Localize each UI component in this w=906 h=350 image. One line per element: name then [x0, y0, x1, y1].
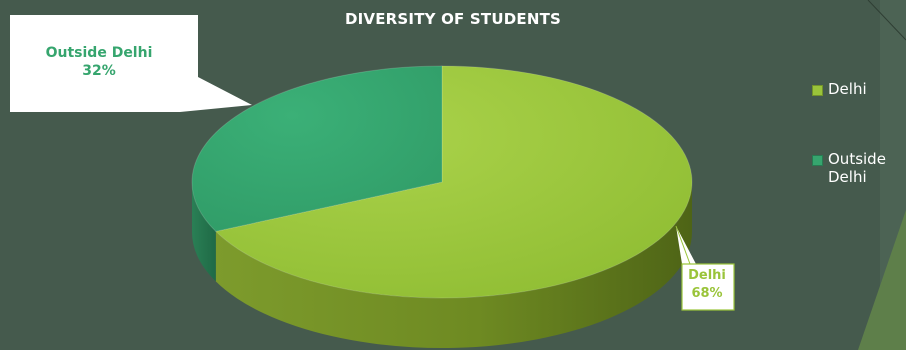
callout-delhi-border	[681, 263, 735, 311]
data-label-outside-delhi: Outside Delhi 32%	[10, 44, 188, 80]
data-label-outside-delhi-value: 32%	[82, 63, 116, 79]
background-accent	[858, 210, 906, 350]
legend-swatch-outside-delhi	[812, 155, 823, 166]
chart-title: DIVERSITY OF STUDENTS	[344, 10, 562, 28]
data-label-delhi-leader	[675, 225, 691, 265]
pie-slice-side-delhi	[215, 182, 692, 349]
callout-delhi-box	[676, 226, 734, 310]
legend-label-outside-delhi: Outside Delhi	[828, 150, 886, 186]
background-accent-line	[867, 0, 906, 41]
pie-slice-outside-delhi[interactable]	[191, 65, 443, 232]
pie-slice-side-outside-delhi	[192, 182, 216, 282]
data-label-delhi-value: 68%	[691, 286, 723, 301]
data-label-delhi: Delhi 68%	[682, 267, 732, 303]
legend-item-delhi[interactable]: Delhi	[812, 80, 867, 98]
data-label-outside-delhi-name: Outside Delhi	[45, 45, 153, 61]
data-label-delhi-name: Delhi	[688, 268, 726, 283]
legend-label-delhi: Delhi	[828, 80, 867, 98]
pie-slice-delhi[interactable]	[214, 65, 693, 299]
callout-outside-delhi-box	[10, 15, 252, 112]
legend-swatch-delhi	[812, 85, 823, 96]
legend-item-outside-delhi[interactable]: Outside Delhi	[812, 150, 888, 186]
